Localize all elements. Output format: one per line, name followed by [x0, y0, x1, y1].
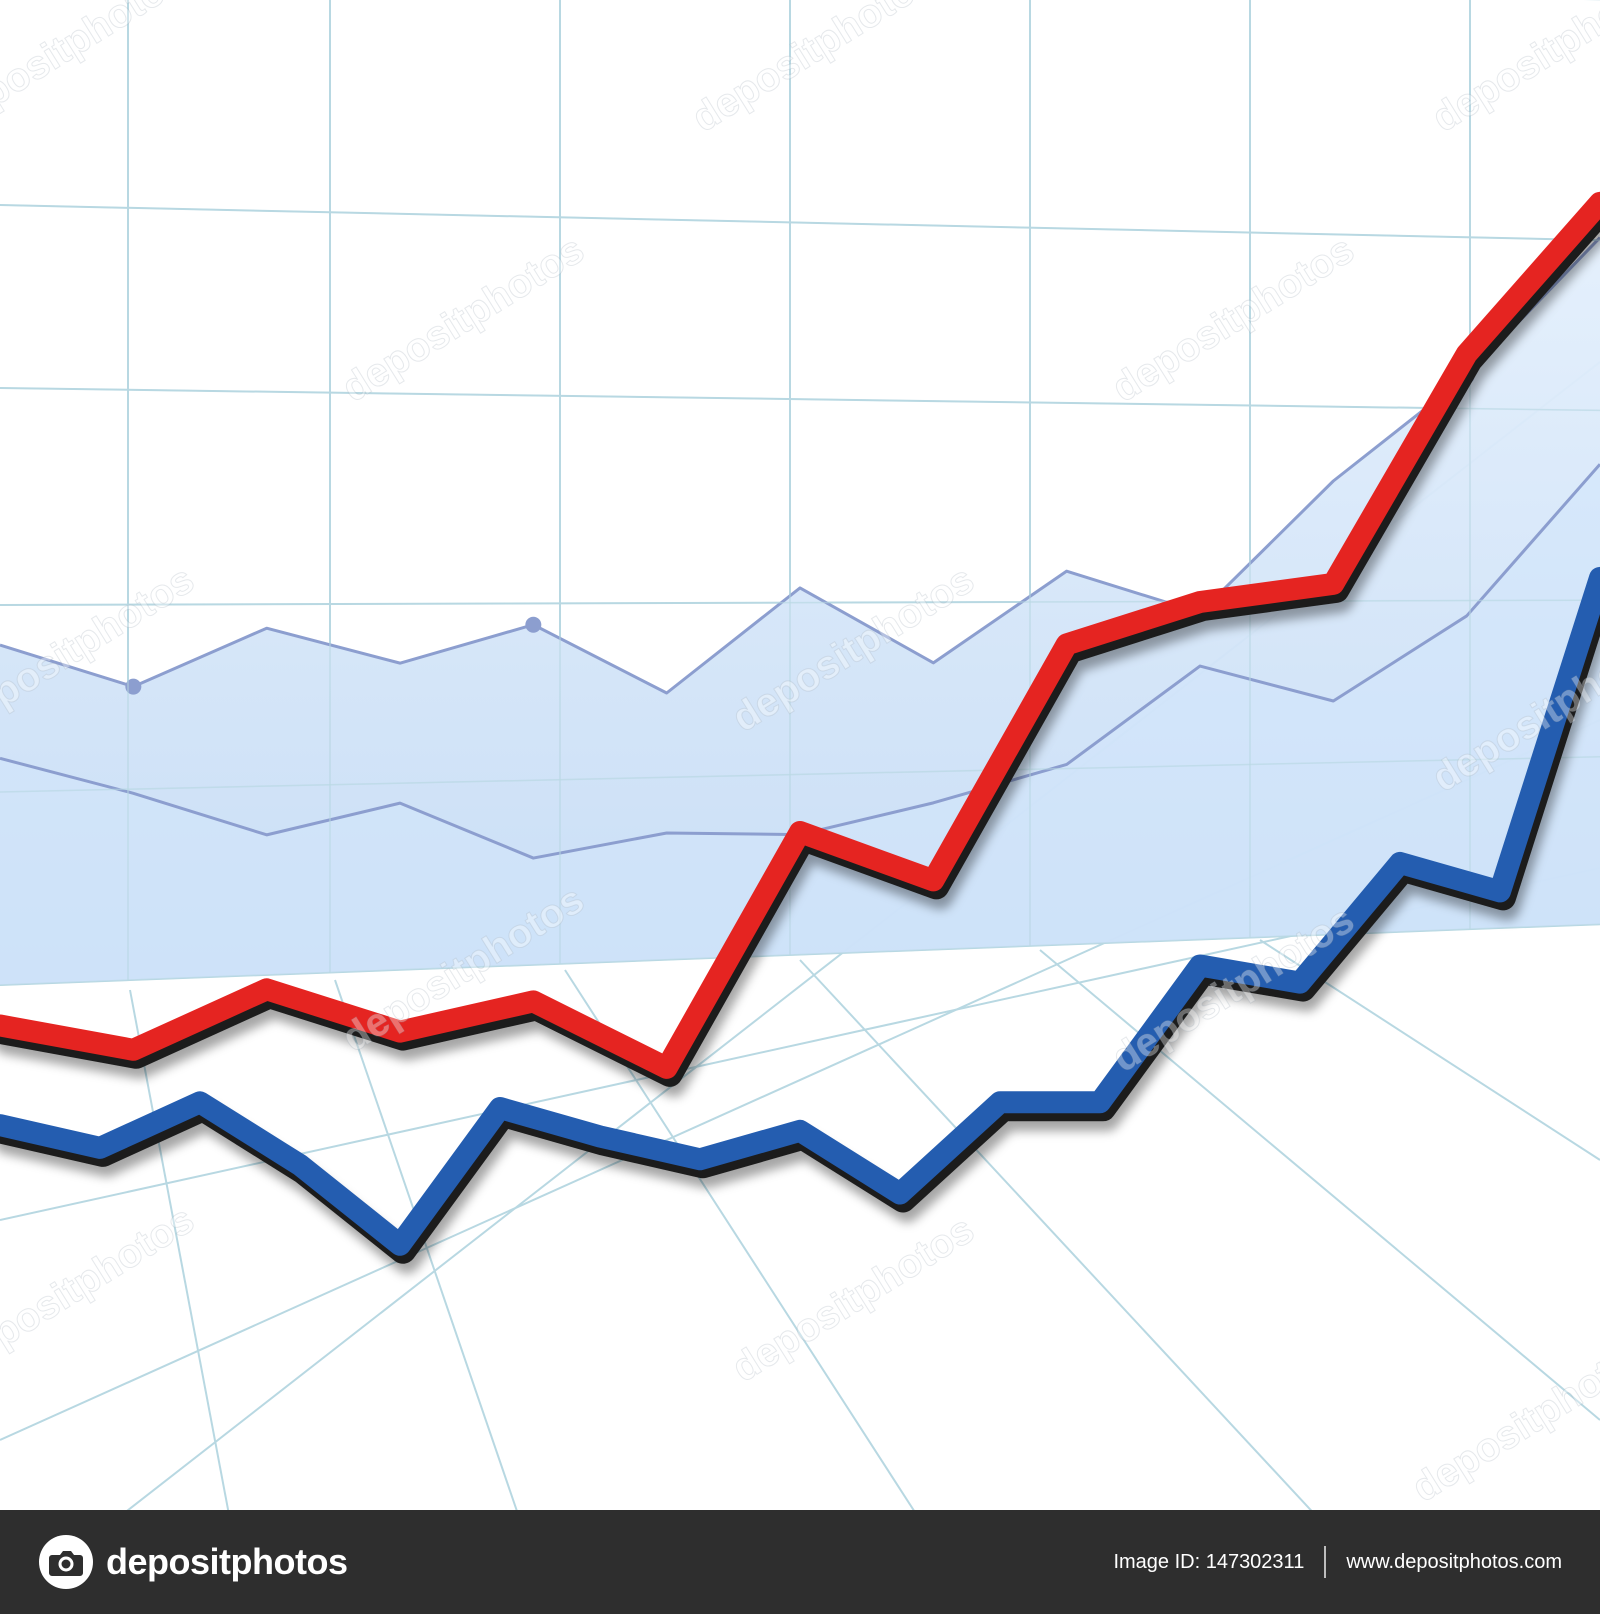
watermark-text: depositphotos: [725, 1207, 982, 1390]
watermark-text: depositphotos: [335, 227, 592, 410]
image-id-text: Image ID: 147302311: [1113, 1550, 1305, 1573]
perspective-line-chart: depositphotos depositphotos depositphotos d…: [0, 0, 1600, 1510]
upper-background-line: [0, 236, 1600, 695]
floor-grid-column: [334, 979, 518, 1510]
footer-brand-name: depositphotos: [106, 1541, 348, 1582]
footer-bar: depositphotos Image ID: 147302311 www.de…: [0, 1510, 1600, 1614]
watermark-text: depositphotos: [1405, 1327, 1600, 1510]
site-link[interactable]: www.depositphotos.com: [1346, 1550, 1562, 1573]
lower-area-fill: [0, 464, 1600, 985]
footer-brand[interactable]: depositphotos: [38, 1534, 348, 1590]
upper-series-point: [525, 616, 542, 633]
background-area-series: [0, 236, 1600, 985]
watermark-text: depositphotos: [685, 0, 942, 141]
watermark-text: depositphotos: [0, 1197, 202, 1380]
floor-grid-column: [799, 959, 1313, 1510]
wall-grid-row-overlay: [0, 387, 1600, 412]
upper-series-point: [125, 678, 142, 695]
watermark-text: depositphotos: [0, 0, 192, 141]
foreground-ribbon-series: [0, 191, 1600, 1264]
wall-grid-row-overlay: [0, 756, 1600, 793]
footer-divider: [1324, 1546, 1327, 1578]
red-ribbon-line: [0, 191, 1600, 1079]
watermark-text: depositphotos: [1425, 0, 1600, 141]
blue-ribbon-line: [0, 566, 1600, 1256]
floor-grid-column: [1039, 949, 1600, 1421]
camera-logo-icon: [39, 1535, 93, 1589]
wall-grid-row-overlay: [0, 204, 1600, 241]
watermark-text: depositphotos: [1105, 227, 1362, 410]
floor-grid-column: [129, 989, 230, 1510]
footer-meta: Image ID: 147302311 www.depositphotos.co…: [1113, 1510, 1562, 1614]
